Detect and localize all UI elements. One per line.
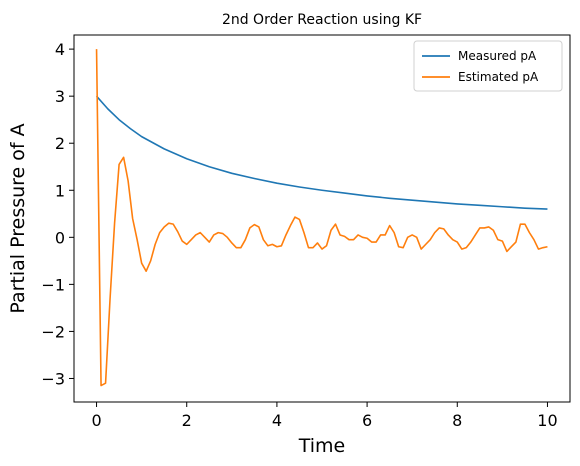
x-tick-label: 6: [362, 411, 372, 430]
axis-ticks: 0 2 4 6 8 10 −3 −2 −1 0 1 2 3 4: [41, 40, 557, 430]
legend-label: Estimated pA: [458, 70, 539, 84]
y-tick-label: −2: [41, 322, 65, 341]
x-tick-label: 2: [182, 411, 192, 430]
y-tick-label: −3: [41, 369, 65, 388]
series-line-estimated-pa: [95, 49, 548, 387]
plot-area: [95, 49, 548, 387]
x-tick-label: 0: [91, 411, 101, 430]
x-tick-label: 4: [272, 411, 282, 430]
x-tick-label: 10: [537, 411, 557, 430]
legend: Measured pA Estimated pA: [413, 40, 563, 92]
series-line-measured-pa: [95, 95, 548, 210]
y-axis-label: Partial Pressure of A: [7, 123, 29, 313]
y-tick-label: −1: [41, 275, 65, 294]
chart-title: 2nd Order Reaction using KF: [222, 12, 422, 28]
y-tick-label: 3: [55, 87, 65, 106]
x-tick-label: 8: [452, 411, 462, 430]
y-tick-label: 0: [55, 228, 65, 247]
y-tick-label: 2: [55, 134, 65, 153]
x-axis-label: Time: [298, 435, 346, 457]
axes-frame: [73, 34, 571, 403]
legend-label: Measured pA: [458, 49, 537, 63]
y-tick-label: 1: [55, 181, 65, 200]
y-tick-label: 4: [55, 40, 65, 59]
legend-box: [413, 40, 563, 92]
